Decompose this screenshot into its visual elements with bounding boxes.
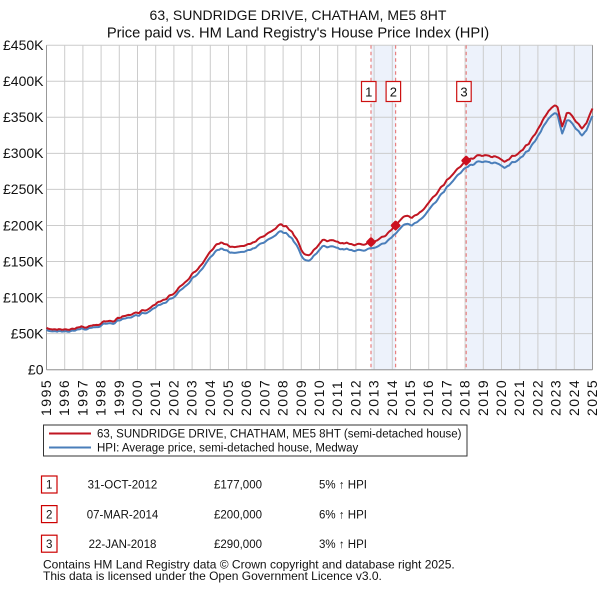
svg-text:2010: 2010: [311, 379, 327, 416]
svg-text:2014: 2014: [384, 379, 400, 416]
svg-text:2: 2: [46, 509, 52, 521]
svg-text:2004: 2004: [202, 379, 218, 416]
svg-text:£300K: £300K: [3, 145, 44, 161]
svg-text:22-JAN-2018: 22-JAN-2018: [89, 539, 157, 551]
svg-text:2002: 2002: [165, 379, 181, 416]
svg-text:1: 1: [365, 84, 372, 99]
svg-text:2025: 2025: [584, 379, 600, 416]
svg-text:2024: 2024: [566, 379, 582, 416]
svg-text:2021: 2021: [511, 379, 527, 416]
svg-text:HPI: Average price, semi-detac: HPI: Average price, semi-detached house,…: [97, 443, 358, 455]
svg-text:£250K: £250K: [3, 181, 44, 197]
svg-text:1997: 1997: [74, 379, 90, 416]
svg-text:63, SUNDRIDGE DRIVE, CHATHAM,: 63, SUNDRIDGE DRIVE, CHATHAM, ME5 8HT (s…: [97, 429, 462, 441]
svg-text:2008: 2008: [275, 379, 291, 416]
svg-text:£290,000: £290,000: [214, 539, 262, 551]
svg-text:£177,000: £177,000: [214, 480, 262, 492]
svg-text:£50K: £50K: [11, 325, 44, 341]
svg-text:1996: 1996: [56, 379, 72, 416]
svg-text:Contains HM Land Registry data: Contains HM Land Registry data © Crown c…: [43, 558, 455, 572]
svg-text:£150K: £150K: [3, 253, 44, 269]
svg-text:3% ↑ HPI: 3% ↑ HPI: [319, 539, 367, 551]
svg-text:2015: 2015: [402, 379, 418, 416]
svg-text:2007: 2007: [256, 379, 272, 416]
svg-text:2019: 2019: [475, 379, 491, 416]
svg-text:Price paid vs. HM Land Registr: Price paid vs. HM Land Registry's House …: [107, 26, 489, 42]
svg-text:2009: 2009: [293, 379, 309, 416]
svg-text:31-OCT-2012: 31-OCT-2012: [88, 480, 158, 492]
svg-text:2016: 2016: [420, 379, 436, 416]
svg-text:2017: 2017: [438, 379, 454, 416]
svg-text:2005: 2005: [220, 379, 236, 416]
svg-text:3: 3: [46, 539, 52, 551]
svg-text:£0: £0: [28, 362, 44, 378]
svg-text:2: 2: [390, 84, 397, 99]
svg-text:2006: 2006: [238, 379, 254, 416]
svg-text:2003: 2003: [184, 379, 200, 416]
svg-text:3: 3: [460, 84, 467, 99]
svg-text:£100K: £100K: [3, 289, 44, 305]
svg-text:2013: 2013: [366, 379, 382, 416]
svg-text:£200,000: £200,000: [214, 509, 262, 521]
svg-text:£200K: £200K: [3, 217, 44, 233]
svg-text:07-MAR-2014: 07-MAR-2014: [87, 509, 159, 521]
svg-text:£400K: £400K: [3, 73, 44, 89]
svg-text:2020: 2020: [493, 379, 509, 416]
svg-text:2011: 2011: [329, 380, 345, 416]
svg-text:2012: 2012: [347, 379, 363, 416]
svg-text:6% ↑ HPI: 6% ↑ HPI: [319, 509, 367, 521]
svg-text:1999: 1999: [111, 379, 127, 416]
svg-text:This data is licensed under th: This data is licensed under the Open Gov…: [43, 569, 382, 583]
svg-text:2023: 2023: [548, 379, 564, 416]
svg-text:1995: 1995: [38, 379, 54, 416]
svg-text:£450K: £450K: [3, 37, 44, 53]
svg-text:2018: 2018: [457, 379, 473, 416]
svg-text:1: 1: [46, 480, 52, 492]
svg-text:£350K: £350K: [3, 109, 44, 125]
svg-text:5% ↑ HPI: 5% ↑ HPI: [319, 480, 367, 492]
svg-text:2000: 2000: [129, 379, 145, 416]
svg-text:2022: 2022: [529, 379, 545, 416]
svg-text:2001: 2001: [147, 379, 163, 416]
svg-text:1998: 1998: [93, 379, 109, 416]
svg-text:63, SUNDRIDGE DRIVE, CHATHAM,: 63, SUNDRIDGE DRIVE, CHATHAM, ME5 8HT: [150, 7, 447, 23]
